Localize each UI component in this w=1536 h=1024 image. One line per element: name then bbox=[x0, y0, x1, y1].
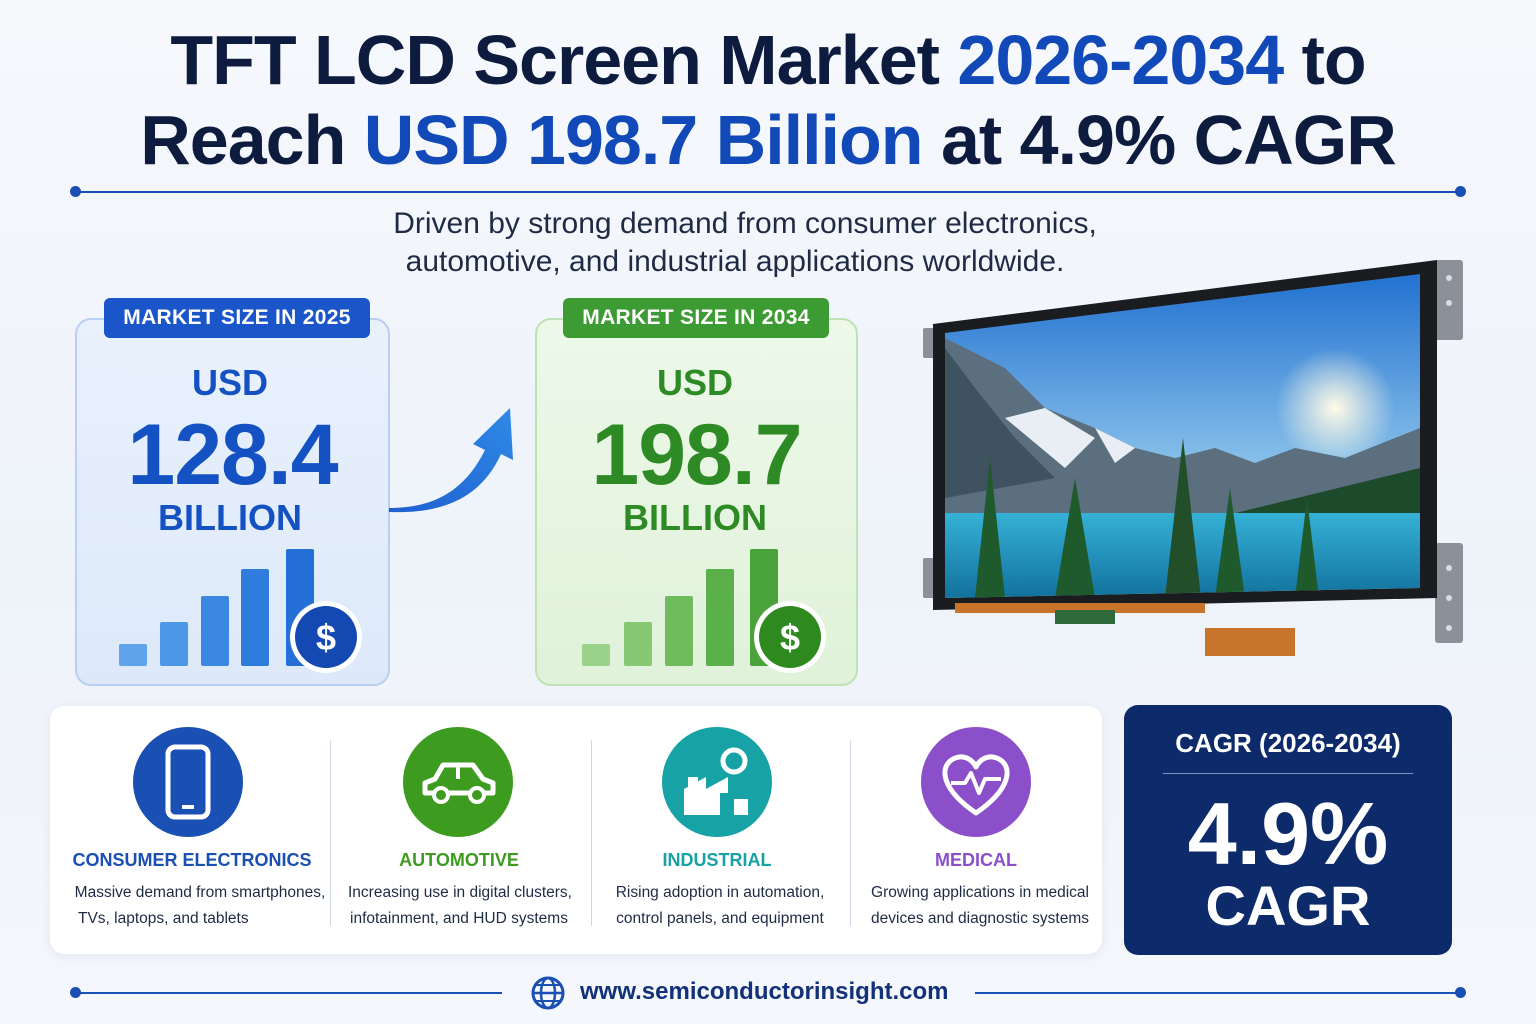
bar-chart-icon-green: $ bbox=[582, 549, 826, 673]
sector-title-consumer: CONSUMER ELECTRONICS bbox=[72, 850, 312, 870]
sector-desc-line: Growing applications in medical bbox=[871, 884, 1089, 901]
sector-title-industrial: INDUSTRIAL bbox=[662, 850, 772, 870]
factory-icon bbox=[684, 747, 748, 815]
cagr-divider bbox=[1163, 773, 1413, 774]
sector-icon-consumer bbox=[133, 727, 243, 837]
market-2034-currency: USD bbox=[656, 362, 733, 403]
sector-desc-line: TVs, laptops, and tablets bbox=[78, 910, 249, 927]
title-text: to bbox=[1283, 21, 1367, 99]
market-2025-value: 128.4 bbox=[127, 407, 338, 503]
sector-desc-consumer: Massive demand from smartphones, TVs, la… bbox=[70, 880, 330, 932]
smartphone-icon bbox=[165, 744, 211, 820]
sector-desc-line: Increasing use in digital clusters, bbox=[347, 884, 572, 901]
dollar-icon: $ bbox=[316, 617, 336, 658]
sector-icon-medical bbox=[921, 727, 1031, 837]
cagr-unit: CAGR bbox=[1205, 874, 1371, 937]
title-text: TFT LCD Screen Market bbox=[170, 21, 958, 99]
footer-divider-right bbox=[975, 992, 1459, 994]
sector-divider bbox=[850, 740, 851, 926]
globe-icon bbox=[531, 976, 565, 1010]
rule-dot-right bbox=[1455, 186, 1466, 197]
car-icon bbox=[422, 762, 496, 804]
title-text: Reach bbox=[140, 101, 364, 179]
page-title-line-2: Reach USD 198.7 Billion at 4.9% CAGR bbox=[0, 100, 1536, 180]
sector-desc-industrial: Rising adoption in automation, control p… bbox=[590, 880, 850, 932]
sector-desc-line: devices and diagnostic systems bbox=[871, 910, 1089, 927]
sector-desc-line: Massive demand from smartphones, bbox=[74, 884, 326, 901]
growth-arrow-icon bbox=[389, 408, 513, 513]
market-2025-label: MARKET SIZE IN 2025 bbox=[104, 298, 370, 338]
rule-dot-left bbox=[70, 987, 81, 998]
cagr-value: 4.9% bbox=[1187, 784, 1389, 883]
rule-dot-right bbox=[1455, 987, 1466, 998]
title-highlight-years: 2026-2034 bbox=[957, 21, 1284, 99]
dollar-icon: $ bbox=[780, 617, 800, 658]
title-highlight-value: USD 198.7 Billion bbox=[363, 101, 924, 179]
sector-icon-industrial bbox=[662, 727, 772, 837]
bar-chart-icon-blue: $ bbox=[119, 549, 362, 673]
market-2034-unit: BILLION bbox=[623, 497, 767, 538]
cagr-label: CAGR (2026-2034) bbox=[1175, 728, 1401, 758]
cagr-panel bbox=[1124, 705, 1452, 955]
sector-desc-medical: Growing applications in medical devices … bbox=[850, 880, 1110, 932]
sector-desc-line: control panels, and equipment bbox=[616, 910, 824, 927]
market-2034-value: 198.7 bbox=[591, 407, 802, 503]
top-divider bbox=[76, 191, 1460, 193]
sector-desc-line: Rising adoption in automation, bbox=[615, 884, 825, 901]
subtitle-line-1: Driven by strong demand from consumer el… bbox=[393, 207, 1097, 240]
sector-divider bbox=[330, 740, 331, 926]
rule-dot-left bbox=[70, 186, 81, 197]
sector-divider bbox=[591, 740, 592, 926]
sector-desc-line: infotainment, and HUD systems bbox=[350, 910, 568, 927]
footer-website-link[interactable]: www.semiconductorinsight.com bbox=[580, 978, 949, 1005]
sector-desc-automotive: Increasing use in digital clusters, info… bbox=[330, 880, 590, 932]
sector-icon-automotive bbox=[403, 727, 513, 837]
sector-title-automotive: AUTOMOTIVE bbox=[399, 850, 519, 870]
page-title-line-1: TFT LCD Screen Market 2026-2034 to bbox=[0, 20, 1536, 100]
market-2025-currency: USD bbox=[191, 362, 268, 403]
title-text: at 4.9% CAGR bbox=[922, 101, 1397, 179]
lcd-screen-image bbox=[923, 260, 1463, 656]
market-2034-label: MARKET SIZE IN 2034 bbox=[563, 298, 829, 338]
market-2025-unit: BILLION bbox=[158, 497, 302, 538]
heart-pulse-icon bbox=[942, 754, 1010, 816]
footer-divider-left bbox=[76, 992, 502, 994]
subtitle-line-2: automotive, and industrial applications … bbox=[405, 245, 1065, 278]
sector-title-medical: MEDICAL bbox=[935, 850, 1017, 870]
